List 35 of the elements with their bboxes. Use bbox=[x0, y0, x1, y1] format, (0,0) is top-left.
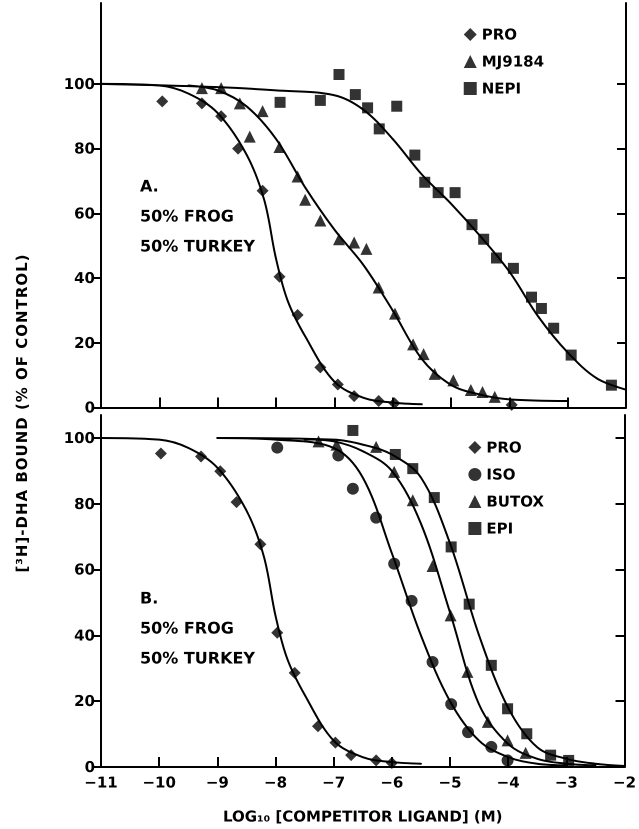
y-tick-label: 60 bbox=[74, 204, 95, 222]
y-tick-label: 60 bbox=[74, 560, 95, 579]
y-axis-title: [³H]-DHA BOUND (% OF CONTROL) bbox=[13, 252, 31, 575]
y-tick-label: 100 bbox=[64, 429, 95, 448]
legend-label: ISO bbox=[486, 466, 516, 484]
y-tick-label: 80 bbox=[74, 494, 95, 513]
annotation: 50% TURKEY bbox=[140, 236, 256, 256]
y-tick-label: 20 bbox=[74, 692, 95, 710]
x-tick-label: −6 bbox=[380, 774, 404, 792]
legend-label: PRO bbox=[486, 438, 522, 456]
x-tick-label: −10 bbox=[142, 774, 176, 792]
y-tick-label: 80 bbox=[74, 140, 95, 158]
y-tick-label: 20 bbox=[74, 334, 95, 352]
annotation: B. bbox=[140, 588, 158, 608]
annotation: 50% FROG bbox=[140, 618, 234, 638]
legend-label: EPI bbox=[486, 520, 514, 538]
y-tick-label: 40 bbox=[74, 626, 95, 644]
legend-label: MJ9184 bbox=[482, 52, 544, 70]
x-tick-label: −5 bbox=[438, 774, 462, 792]
x-axis-title: LOG₁₀ [COMPETITOR LIGAND] (M) bbox=[222, 808, 503, 826]
y-tick-label: 40 bbox=[74, 269, 95, 288]
annotation: 50% TURKEY bbox=[140, 648, 256, 668]
x-tick-label: −8 bbox=[264, 774, 288, 792]
x-tick-label: −11 bbox=[84, 774, 118, 792]
legend-label: NEPI bbox=[482, 80, 522, 98]
x-tick-label: −3 bbox=[554, 774, 578, 792]
x-tick-label: −2 bbox=[612, 774, 636, 792]
legend-label: PRO bbox=[482, 26, 518, 44]
x-tick-label: −9 bbox=[206, 774, 229, 792]
x-tick-label: −4 bbox=[496, 774, 520, 792]
annotation: A. bbox=[140, 176, 159, 196]
legend-label: BUTOX bbox=[486, 492, 544, 510]
y-tick-label: 100 bbox=[64, 74, 95, 93]
x-tick-label: −7 bbox=[322, 774, 346, 792]
annotation: 50% FROG bbox=[140, 206, 234, 226]
